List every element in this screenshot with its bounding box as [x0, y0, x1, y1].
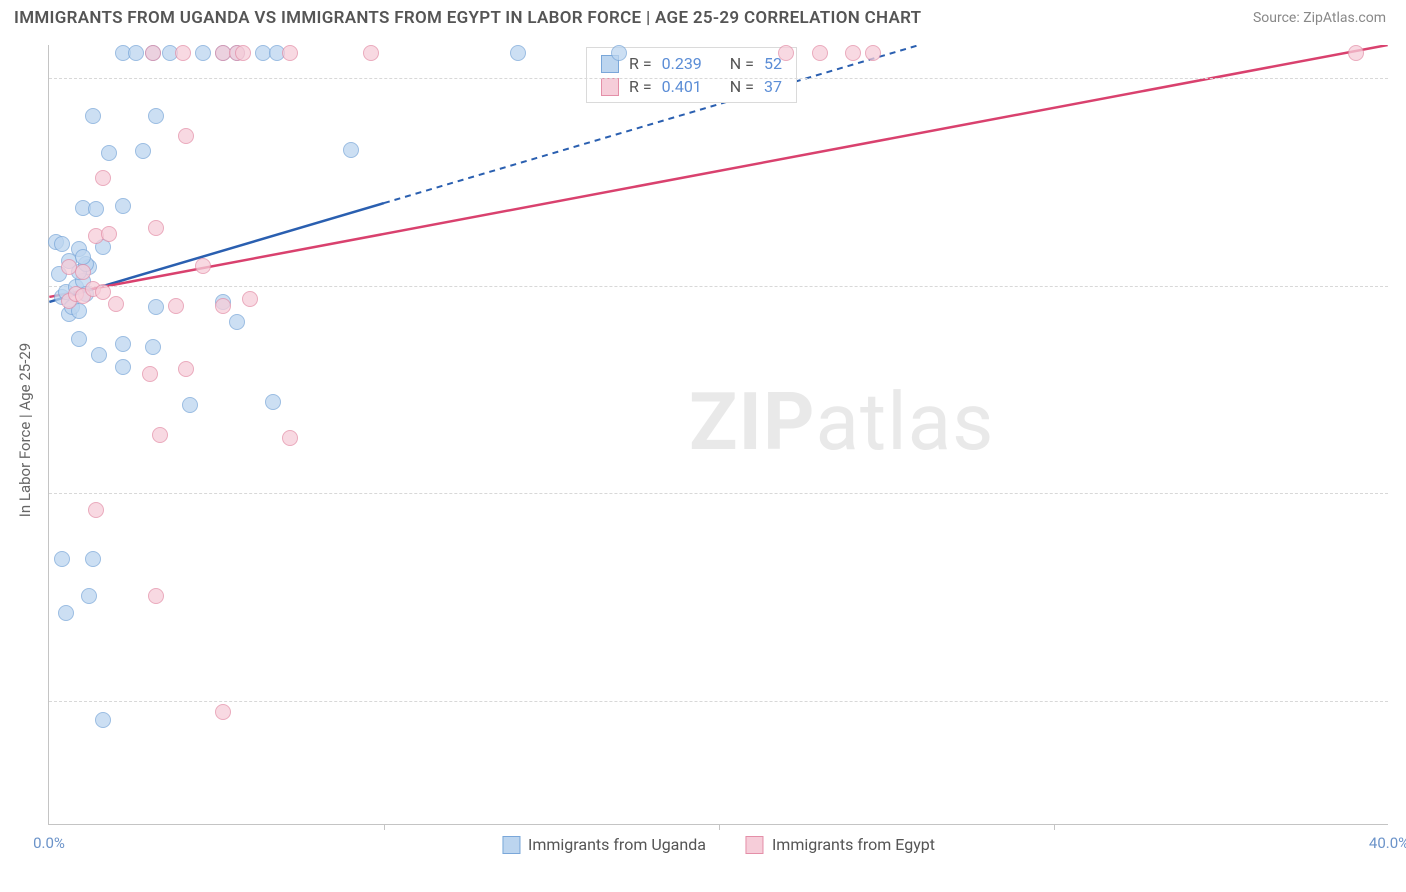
stat-r-label: R = — [629, 77, 652, 96]
data-point — [242, 291, 258, 307]
data-point — [778, 45, 794, 61]
gridline-horizontal — [49, 701, 1388, 702]
legend-item-uganda: Immigrants from Uganda — [502, 835, 706, 854]
data-point — [152, 427, 168, 443]
source-label: Source: — [1253, 10, 1303, 26]
legend-label-uganda: Immigrants from Uganda — [528, 835, 706, 854]
stat-r-value: 0.239 — [662, 54, 702, 73]
watermark-rest: atlas — [816, 375, 995, 469]
data-point — [91, 347, 107, 363]
data-point — [168, 298, 184, 314]
gridline-horizontal — [49, 78, 1388, 79]
data-point — [145, 45, 161, 61]
chart-header: IMMIGRANTS FROM UGANDA VS IMMIGRANTS FRO… — [0, 0, 1406, 36]
x-tick-label: 0.0% — [33, 834, 65, 852]
data-point — [88, 502, 104, 518]
stat-n-value: 37 — [764, 77, 782, 96]
data-point — [115, 198, 131, 214]
data-point — [81, 588, 97, 604]
legend-swatch-egypt — [746, 836, 764, 854]
data-point — [343, 142, 359, 158]
data-point — [85, 551, 101, 567]
y-tick-label: 100.0% — [1396, 69, 1406, 87]
data-point — [145, 339, 161, 355]
data-point — [611, 45, 627, 61]
data-point — [128, 45, 144, 61]
data-point — [148, 588, 164, 604]
data-point — [282, 430, 298, 446]
legend: Immigrants from Uganda Immigrants from E… — [502, 835, 935, 854]
watermark: ZIPatlas — [689, 375, 994, 469]
stat-r-label: R = — [629, 54, 652, 73]
data-point — [229, 314, 245, 330]
data-point — [58, 605, 74, 621]
data-point — [54, 551, 70, 567]
stat-n-label: N = — [730, 54, 754, 73]
data-point — [75, 249, 91, 265]
data-point — [85, 108, 101, 124]
data-point — [54, 236, 70, 252]
data-point — [265, 394, 281, 410]
data-point — [282, 45, 298, 61]
source-value: ZipAtlas.com — [1303, 10, 1386, 26]
data-point — [195, 258, 211, 274]
data-point — [88, 201, 104, 217]
data-point — [75, 264, 91, 280]
data-point — [510, 45, 526, 61]
data-point — [115, 359, 131, 375]
data-point — [235, 45, 251, 61]
data-point — [178, 128, 194, 144]
stat-r-value: 0.401 — [662, 77, 702, 96]
source-attribution: Source: ZipAtlas.com — [1253, 10, 1386, 26]
y-tick-label: 62.5% — [1396, 692, 1406, 710]
data-point — [135, 143, 151, 159]
data-point — [101, 145, 117, 161]
data-point — [178, 361, 194, 377]
data-point — [95, 284, 111, 300]
data-point — [215, 704, 231, 720]
y-tick-label: 75.0% — [1396, 484, 1406, 502]
watermark-bold: ZIP — [689, 375, 816, 469]
x-tick-mark — [1054, 824, 1055, 830]
gridline-horizontal — [49, 286, 1388, 287]
data-point — [108, 296, 124, 312]
stat-n-label: N = — [730, 77, 754, 96]
chart-title: IMMIGRANTS FROM UGANDA VS IMMIGRANTS FRO… — [14, 8, 921, 28]
data-point — [95, 170, 111, 186]
data-point — [148, 220, 164, 236]
legend-label-egypt: Immigrants from Egypt — [772, 835, 935, 854]
data-point — [195, 45, 211, 61]
data-point — [142, 366, 158, 382]
trend-lines-layer — [49, 45, 1388, 824]
legend-item-egypt: Immigrants from Egypt — [746, 835, 935, 854]
data-point — [215, 298, 231, 314]
legend-swatch-uganda — [502, 836, 520, 854]
gridline-horizontal — [49, 493, 1388, 494]
data-point — [95, 712, 111, 728]
y-axis-label: In Labor Force | Age 25-29 — [16, 343, 34, 517]
data-point — [175, 45, 191, 61]
data-point — [812, 45, 828, 61]
data-point — [148, 299, 164, 315]
data-point — [363, 45, 379, 61]
stats-swatch — [601, 78, 619, 96]
data-point — [1348, 45, 1364, 61]
data-point — [71, 331, 87, 347]
y-tick-label: 87.5% — [1396, 277, 1406, 295]
x-tick-mark — [384, 824, 385, 830]
data-point — [115, 336, 131, 352]
data-point — [182, 397, 198, 413]
x-tick-mark — [719, 824, 720, 830]
data-point — [845, 45, 861, 61]
x-tick-label: 40.0% — [1369, 834, 1406, 852]
data-point — [865, 45, 881, 61]
data-point — [101, 226, 117, 242]
scatter-chart: ZIPatlas R =0.239N =52R =0.401N =37 Immi… — [48, 45, 1388, 825]
data-point — [148, 108, 164, 124]
